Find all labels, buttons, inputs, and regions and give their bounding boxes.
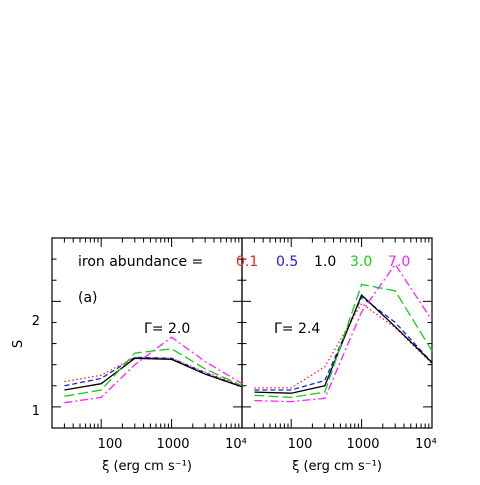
series-line-right-0.5 (254, 296, 433, 391)
legend-entry-0.1: 0.1 (236, 254, 258, 270)
series-line-left-0.5 (64, 356, 243, 388)
x-tick-label-left-10k: 10⁴ (225, 437, 247, 452)
gamma-annotation-right: Γ= 2.4 (274, 321, 320, 337)
series-line-right-1.0 (254, 293, 433, 394)
left-series-lines (64, 336, 243, 404)
legend-prefix: iron abundance = (78, 254, 203, 270)
series-line-left-1.0 (64, 357, 243, 391)
x-tick-label-left-100: 100 (98, 437, 123, 452)
legend-entry-3.0: 3.0 (350, 254, 372, 270)
x-tick-label-left-1000: 1000 (156, 437, 189, 452)
x-axis-label-right: ξ (erg cm s⁻¹) (292, 459, 382, 474)
series-line-left-7.0 (64, 336, 243, 404)
right-series-lines (254, 263, 433, 403)
series-line-right-3.0 (254, 283, 433, 399)
legend-entry-1.0: 1.0 (314, 254, 336, 270)
x-tick-label-right-10k: 10⁴ (415, 437, 437, 452)
y-tick-label-1: 1 (32, 404, 40, 419)
legend-entry-7.0: 7.0 (388, 254, 410, 270)
series-line-right-7.0 (254, 263, 433, 403)
gamma-annotation-left: Γ= 2.0 (144, 321, 190, 337)
x-tick-label-right-1000: 1000 (346, 437, 379, 452)
panel-right-frame (241, 237, 433, 429)
y-axis-label: S (11, 340, 26, 348)
series-line-left-3.0 (64, 348, 243, 397)
legend-entry-0.5: 0.5 (276, 254, 298, 270)
right-ticks (241, 237, 433, 428)
x-axis-label-left: ξ (erg cm s⁻¹) (102, 459, 192, 474)
y-tick-label-2: 2 (32, 314, 40, 329)
series-line-left-0.1 (64, 356, 243, 387)
series-line-right-0.1 (254, 302, 433, 389)
panel-label: (a) (78, 290, 98, 306)
x-tick-label-right-100: 100 (288, 437, 313, 452)
